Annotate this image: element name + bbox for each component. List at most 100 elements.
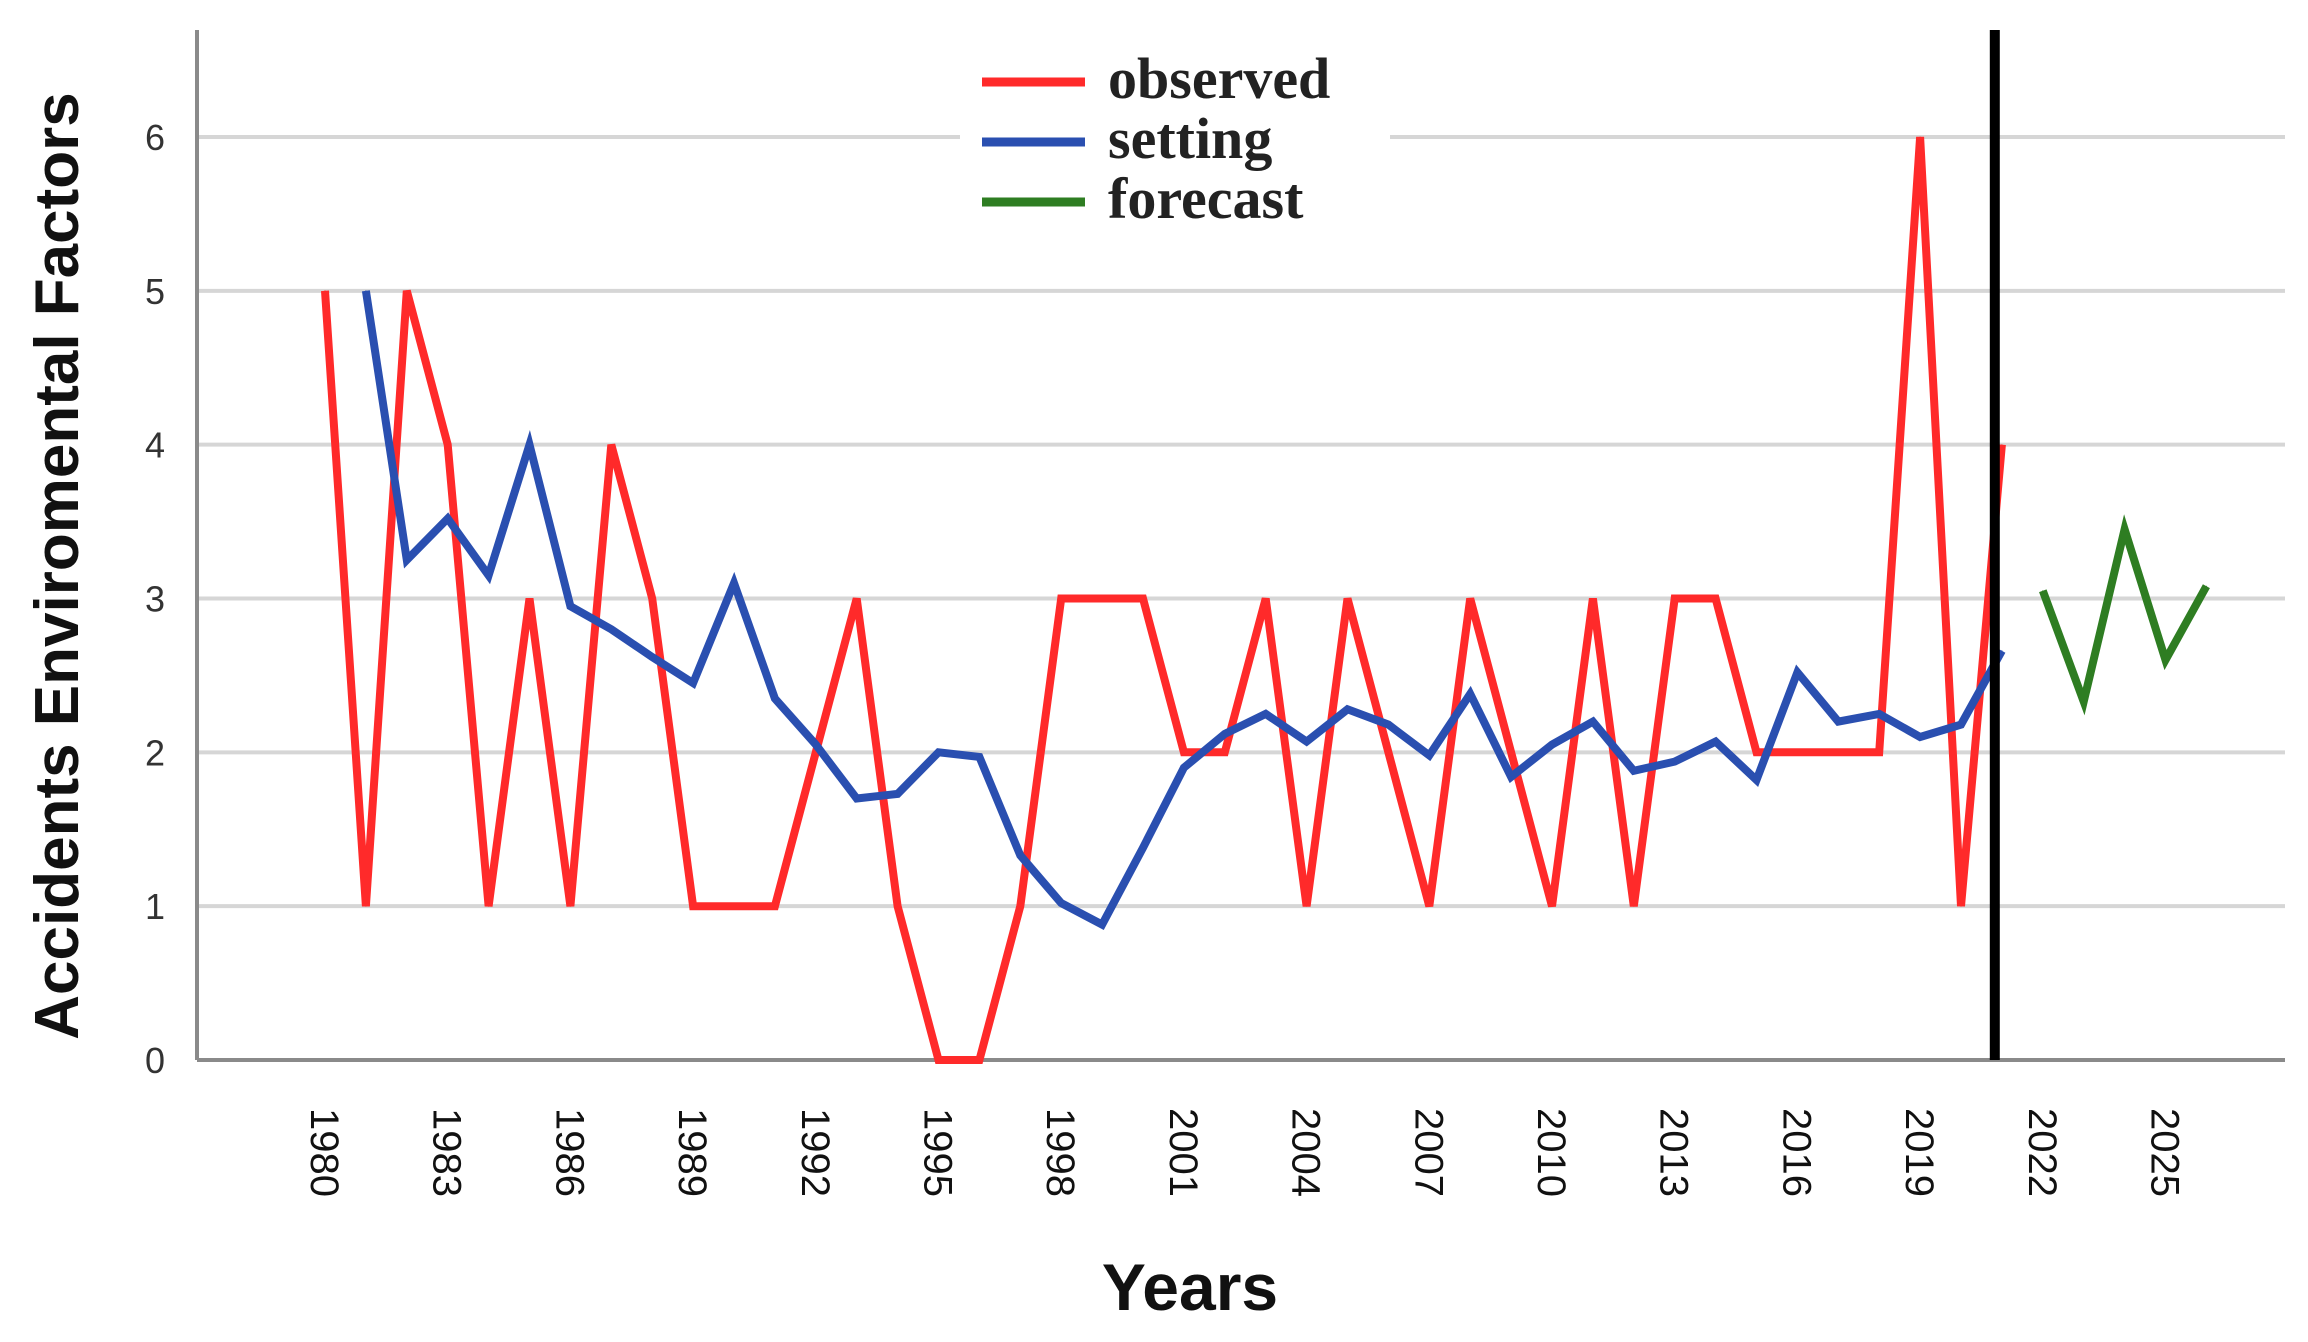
data-point-observed xyxy=(1265,598,1267,599)
x-tick-labels: 1980 1983 1986 1989 1992 1995 1998 2001 2004 2007… xyxy=(302,1108,2187,1197)
data-point-forecast xyxy=(2165,659,2166,661)
x-tick-label: 2016 xyxy=(1774,1108,1818,1197)
x-tick-label: 2025 xyxy=(2143,1108,2187,1197)
data-point-observed xyxy=(1469,598,1471,599)
data-point-observed xyxy=(1510,751,1512,753)
x-tick-label: 1980 xyxy=(302,1108,346,1197)
y-tick-label: 0 xyxy=(145,1040,165,1081)
data-point-observed xyxy=(938,1059,939,1061)
data-point-setting xyxy=(1796,671,1798,673)
data-point-observed xyxy=(1796,751,1798,753)
data-point-setting xyxy=(488,574,490,576)
y-tick-label: 6 xyxy=(145,117,165,158)
series-line-setting xyxy=(361,290,2006,930)
legend-label-setting: setting xyxy=(1108,106,1272,171)
y-tick-label: 1 xyxy=(145,886,165,927)
x-tick-label: 2019 xyxy=(1897,1108,1941,1197)
data-point-observed xyxy=(651,598,653,599)
x-tick-label: 2010 xyxy=(1529,1108,1573,1197)
data-point-observed xyxy=(1715,598,1717,599)
data-point-setting xyxy=(856,798,858,799)
data-point-forecast xyxy=(2124,528,2126,530)
x-axis-label: Years xyxy=(1102,1250,1278,1324)
data-point-observed xyxy=(1347,598,1348,599)
data-point-setting xyxy=(1960,724,1962,726)
data-point-observed xyxy=(1837,751,1839,753)
y-axis-label: Accidents Enviromental Factors xyxy=(23,92,92,1040)
data-point-setting xyxy=(651,656,653,658)
data-point-observed xyxy=(1387,751,1389,753)
x-tick-label: 2013 xyxy=(1652,1108,1696,1197)
data-point-observed xyxy=(897,905,899,907)
data-point-setting xyxy=(1183,767,1185,769)
data-point-setting xyxy=(938,751,939,753)
data-point-forecast xyxy=(2205,585,2207,587)
data-point-observed xyxy=(447,444,449,446)
data-point-setting xyxy=(1306,741,1308,743)
data-point-setting xyxy=(1142,847,1144,849)
data-point-setting xyxy=(1469,693,1471,695)
data-point-observed xyxy=(1060,598,1062,599)
legend-background xyxy=(960,25,1390,225)
x-tick-label: 1983 xyxy=(425,1108,469,1197)
data-point-setting xyxy=(1428,754,1430,756)
data-point-observed xyxy=(406,290,408,292)
data-point-setting xyxy=(1919,736,1921,738)
data-point-forecast xyxy=(2042,590,2044,592)
data-point-setting xyxy=(1101,924,1103,926)
data-point-setting xyxy=(1633,770,1635,772)
data-point-observed xyxy=(1592,598,1594,599)
legend-label-forecast: forecast xyxy=(1108,166,1304,231)
data-point-observed xyxy=(569,905,571,907)
y-tick-label: 3 xyxy=(145,579,165,620)
data-point-observed xyxy=(365,905,367,907)
x-tick-label: 2007 xyxy=(1406,1108,1450,1197)
data-point-setting xyxy=(1715,741,1717,743)
x-tick-label: 1989 xyxy=(670,1108,714,1197)
data-point-setting xyxy=(1674,761,1676,763)
data-point-observed xyxy=(1633,905,1635,907)
data-point-observed xyxy=(1960,905,1962,907)
data-point-observed xyxy=(2001,444,2003,446)
data-point-observed xyxy=(1224,751,1226,753)
data-point-observed xyxy=(1551,905,1553,907)
data-point-observed xyxy=(1428,905,1430,907)
data-point-observed xyxy=(1101,598,1103,599)
data-point-setting xyxy=(1510,776,1512,778)
data-point-observed xyxy=(1878,751,1880,753)
data-point-setting xyxy=(1756,779,1757,781)
data-point-observed xyxy=(1674,598,1676,599)
data-point-observed xyxy=(324,290,326,292)
x-tick-label: 1995 xyxy=(916,1108,960,1197)
series-line-observed xyxy=(321,136,2006,1064)
data-point-setting xyxy=(569,605,571,607)
x-tick-label: 2004 xyxy=(1284,1108,1328,1197)
data-point-observed xyxy=(1142,598,1144,599)
data-point-observed xyxy=(733,905,735,907)
data-point-setting xyxy=(1265,713,1267,715)
data-point-setting xyxy=(815,744,817,746)
data-point-observed xyxy=(692,905,694,907)
data-point-observed xyxy=(815,751,817,753)
data-point-setting xyxy=(692,682,694,684)
data-point-setting xyxy=(1387,724,1389,726)
x-tick-label: 1986 xyxy=(547,1108,591,1197)
y-tick-labels: 0 1 2 3 4 5 6 xyxy=(145,117,165,1081)
y-tick-label: 4 xyxy=(145,425,165,466)
data-point-observed xyxy=(1306,905,1308,907)
data-point-setting xyxy=(978,756,980,758)
data-point-observed xyxy=(610,444,612,446)
data-point-observed xyxy=(978,1059,980,1061)
series-line-forecast xyxy=(2039,514,2210,716)
data-point-setting xyxy=(897,793,899,795)
x-tick-label: 2001 xyxy=(1161,1108,1205,1197)
data-point-observed xyxy=(1756,751,1757,753)
x-tick-label: 1998 xyxy=(1038,1108,1082,1197)
data-point-observed xyxy=(529,598,530,599)
data-point-setting xyxy=(529,444,530,446)
data-point-setting xyxy=(1837,721,1839,723)
data-point-setting xyxy=(1019,854,1021,856)
y-tick-label: 5 xyxy=(145,271,165,312)
